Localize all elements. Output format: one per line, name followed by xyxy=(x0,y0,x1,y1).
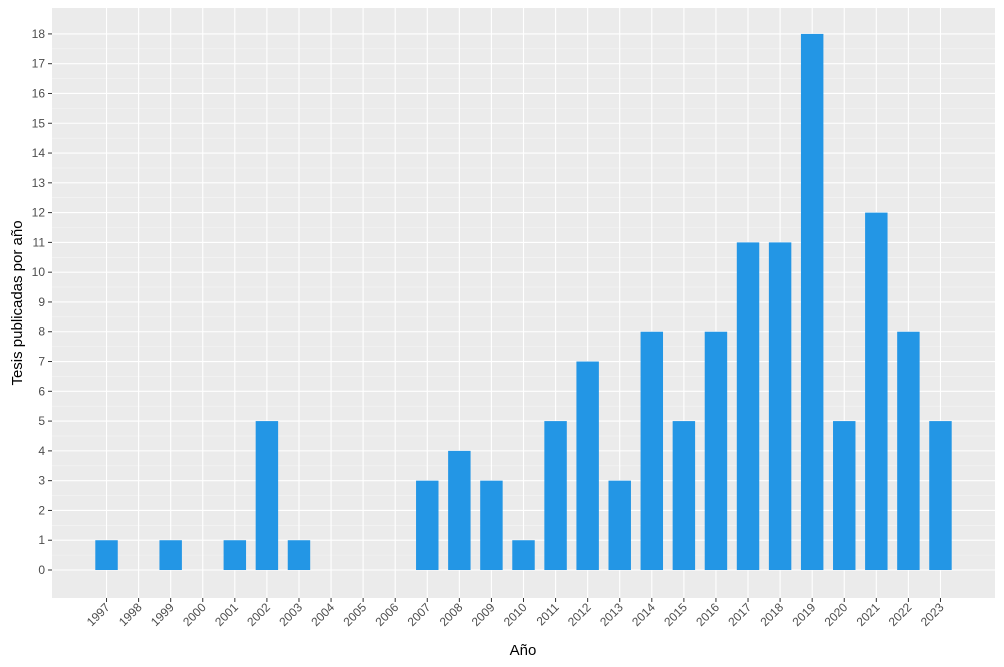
x-tick-label: 2013 xyxy=(597,600,626,629)
y-tick-label: 11 xyxy=(33,235,46,249)
y-tick-label: 7 xyxy=(38,355,45,369)
x-tick-label: 1999 xyxy=(148,600,177,629)
bar xyxy=(480,480,503,571)
bar xyxy=(865,212,888,571)
bar xyxy=(897,331,920,571)
x-tick-label: 2003 xyxy=(276,600,305,629)
x-tick-label: 2012 xyxy=(565,600,594,629)
bar xyxy=(640,331,664,571)
y-tick-label: 8 xyxy=(38,325,45,339)
bar xyxy=(800,33,824,571)
x-tick-label: 2022 xyxy=(886,600,915,629)
y-tick-label: 13 xyxy=(32,176,46,190)
bar xyxy=(833,421,856,571)
x-tick-label: 2008 xyxy=(437,600,466,629)
y-tick-label: 5 xyxy=(38,414,45,428)
x-tick-label: 2010 xyxy=(501,600,530,629)
bar xyxy=(95,540,118,571)
x-tick-label: 1997 xyxy=(84,600,113,629)
y-tick-label: 0 xyxy=(38,563,45,577)
x-tick-label: 2014 xyxy=(629,600,658,629)
x-tick-label: 2002 xyxy=(244,600,273,629)
y-tick-label: 1 xyxy=(38,533,45,547)
x-tick-label: 2007 xyxy=(405,600,434,629)
x-tick-label: 2000 xyxy=(180,600,209,629)
bar xyxy=(255,421,279,571)
y-tick-label: 16 xyxy=(32,86,46,100)
x-tick-label: 2015 xyxy=(661,600,690,629)
bar xyxy=(768,242,792,571)
bar xyxy=(576,361,599,571)
y-tick-label: 6 xyxy=(38,384,45,398)
bar xyxy=(672,421,696,571)
y-tick-label: 4 xyxy=(38,444,45,458)
x-tick-label: 2004 xyxy=(308,600,337,629)
x-tick-label: 2018 xyxy=(757,600,786,629)
y-tick-label: 3 xyxy=(38,474,45,488)
x-tick-label: 2023 xyxy=(918,600,947,629)
x-tick-label: 2021 xyxy=(854,600,883,629)
y-tick-label: 10 xyxy=(32,265,46,279)
bar xyxy=(736,242,760,571)
bar xyxy=(929,421,952,571)
x-tick-label: 2009 xyxy=(469,600,498,629)
y-tick-label: 2 xyxy=(38,503,45,517)
x-tick-label: 2001 xyxy=(212,600,241,629)
bar xyxy=(159,540,182,571)
x-tick-label: 2017 xyxy=(725,600,754,629)
bar xyxy=(512,540,535,571)
x-tick-label: 2019 xyxy=(790,600,819,629)
y-tick-label: 15 xyxy=(32,116,46,130)
y-tick-label: 14 xyxy=(32,146,46,160)
y-tick-label: 17 xyxy=(32,57,46,71)
y-axis-title: Tesis publicadas por año xyxy=(9,220,26,385)
x-tick-label: 2011 xyxy=(534,600,562,628)
bar xyxy=(704,331,728,571)
bar xyxy=(416,480,439,571)
bar xyxy=(608,480,631,571)
x-tick-label: 2005 xyxy=(340,600,369,629)
bar xyxy=(287,540,311,571)
x-tick-label: 2020 xyxy=(822,600,851,629)
y-tick-label: 9 xyxy=(38,295,45,309)
bar xyxy=(448,450,471,571)
x-tick-label: 2016 xyxy=(693,600,722,629)
bar xyxy=(223,540,247,571)
x-tick-label: 2006 xyxy=(373,600,402,629)
x-tick-label: 1998 xyxy=(116,600,145,629)
x-axis-title: Año xyxy=(510,642,537,659)
y-tick-label: 18 xyxy=(32,27,46,41)
bar xyxy=(544,421,567,571)
y-tick-label: 12 xyxy=(32,206,46,220)
